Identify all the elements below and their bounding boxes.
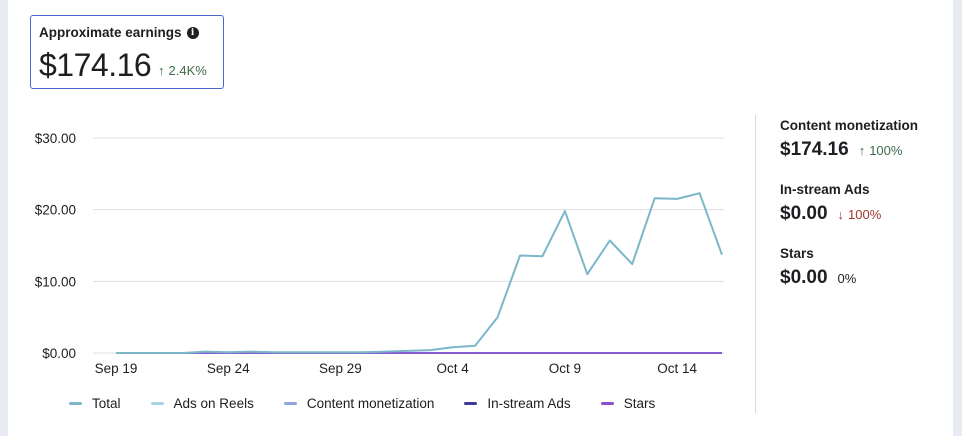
- breakdown-change: ↓ 100%: [838, 207, 882, 222]
- x-tick-label: Sep 24: [207, 361, 250, 376]
- breakdown-label: Stars: [780, 246, 814, 261]
- arrow-down-icon: ↓: [837, 207, 845, 222]
- breakdown-in-stream-ads: In-stream Ads $0.00 ↓ 100%: [780, 182, 881, 225]
- y-tick-label: $10.00: [35, 274, 76, 289]
- legend-item-stars[interactable]: Stars: [600, 396, 656, 411]
- legend-item-ads-on-reels[interactable]: Ads on Reels: [150, 396, 254, 411]
- x-tick-label: Oct 4: [437, 361, 470, 376]
- breakdown-content-monetization: Content monetization $174.16 ↑ 100%: [780, 118, 918, 161]
- total-earnings-change-value: 2.4K%: [168, 63, 207, 78]
- chart-legend: Total Ads on Reels Content monetization In-…: [69, 396, 685, 411]
- legend-swatch: [150, 402, 164, 405]
- breakdown-change: 0%: [838, 271, 857, 286]
- y-tick-label: $30.00: [35, 131, 76, 146]
- legend-item-total[interactable]: Total: [69, 396, 121, 411]
- legend-label: In-stream Ads: [487, 396, 571, 411]
- breakdown-value: $0.00: [780, 267, 828, 288]
- legend-label: Stars: [623, 396, 656, 411]
- breakdown-value: $0.00: [780, 203, 828, 224]
- divider: [755, 115, 756, 413]
- breakdown-value: $174.16: [780, 139, 849, 160]
- legend-swatch: [600, 402, 614, 405]
- breakdown-change-value: 100%: [848, 207, 882, 222]
- legend-label: Ads on Reels: [173, 396, 254, 411]
- breakdown-stars: Stars $0.00 0%: [780, 246, 856, 289]
- breakdown-change-value: 100%: [869, 143, 903, 158]
- approximate-earnings-card[interactable]: Approximate earnings i $174.16 ↑ 2.4K%: [30, 15, 224, 89]
- arrow-up-icon: ↑: [858, 143, 866, 158]
- card-title: Approximate earnings i: [39, 25, 199, 40]
- x-tick-label: Sep 19: [95, 361, 138, 376]
- total-earnings-value: $174.16: [39, 47, 152, 83]
- arrow-up-icon: ↑: [158, 63, 165, 78]
- legend-label: Total: [92, 396, 121, 411]
- legend-label: Content monetization: [306, 396, 435, 411]
- breakdown-label: Content monetization: [780, 118, 918, 133]
- legend-swatch: [69, 402, 82, 405]
- legend-item-in-stream-ads[interactable]: In-stream Ads: [464, 396, 571, 411]
- total-earnings-change: ↑ 2.4K%: [158, 63, 207, 78]
- y-tick-label: $20.00: [35, 203, 76, 218]
- legend-swatch: [464, 402, 478, 405]
- breakdown-label: In-stream Ads: [780, 182, 870, 197]
- series-line-total[interactable]: [116, 192, 723, 354]
- y-tick-label: $0.00: [42, 346, 76, 361]
- x-tick-label: Sep 29: [319, 361, 362, 376]
- legend-swatch: [283, 402, 297, 405]
- breakdown-change: ↑ 100%: [859, 143, 903, 158]
- x-tick-label: Oct 14: [657, 361, 697, 376]
- legend-item-content-monetization[interactable]: Content monetization: [283, 396, 435, 411]
- x-tick-label: Oct 9: [549, 361, 581, 376]
- breakdown-change-value: 0%: [837, 271, 857, 286]
- info-icon[interactable]: i: [186, 26, 199, 39]
- card-title-label: Approximate earnings: [39, 25, 182, 40]
